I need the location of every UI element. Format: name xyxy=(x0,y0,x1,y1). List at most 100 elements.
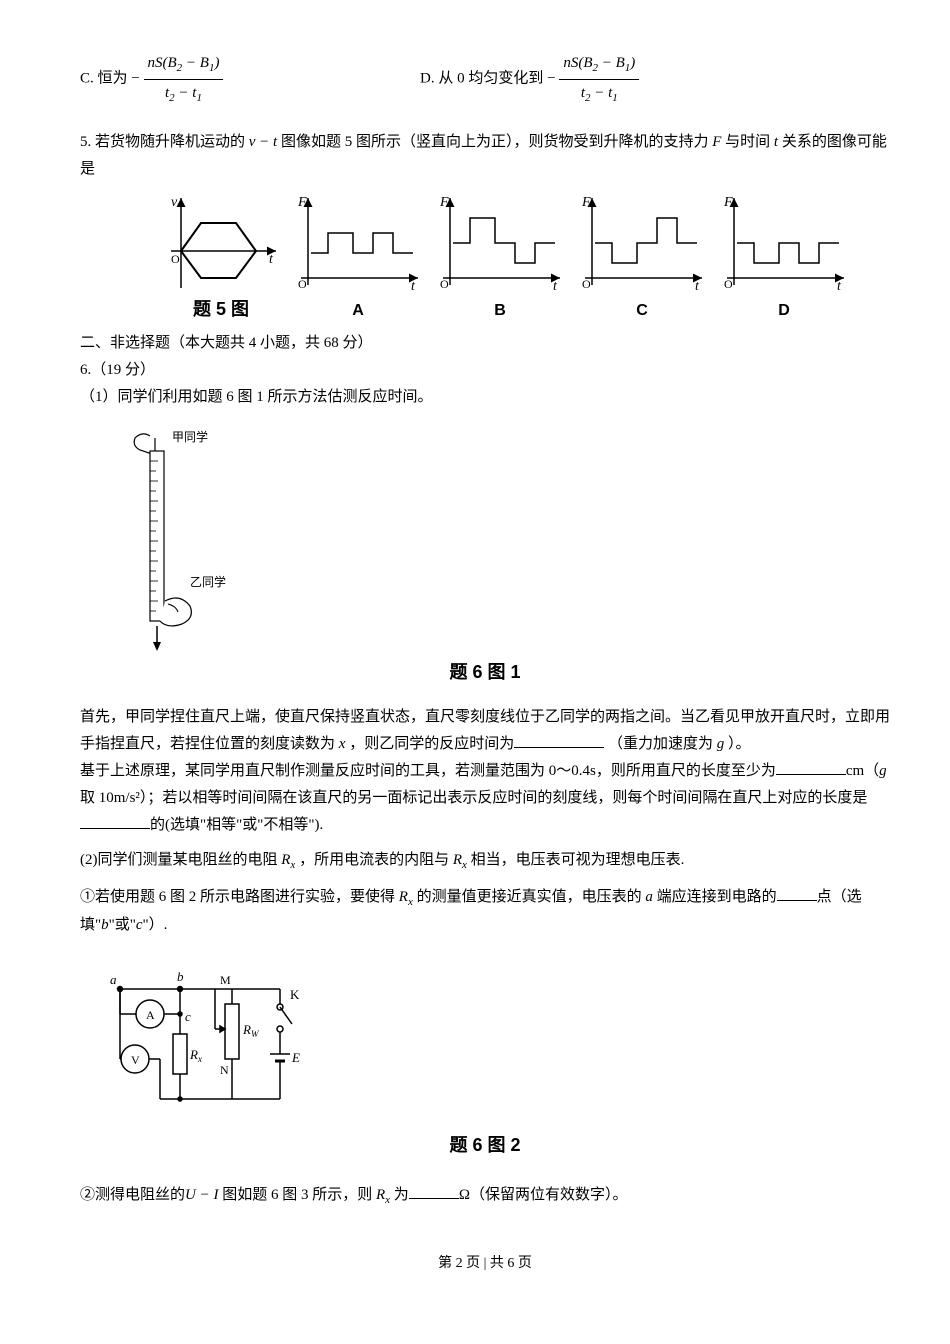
q6-p2: 基于上述原理，某同学用直尺制作测量反应时间的工具，若测量范围为 0～0.4s，则… xyxy=(80,758,890,839)
blank-ohm xyxy=(409,1183,459,1199)
p4-a: ①若使用题 6 图 2 所示电路图进行实验，要使得 xyxy=(80,889,399,905)
q5-label-a: A xyxy=(293,297,423,326)
svg-text:O: O xyxy=(298,277,307,291)
p4-aa: a xyxy=(645,889,653,905)
svg-text:E: E xyxy=(291,1050,300,1065)
svg-text:a: a xyxy=(110,972,117,987)
svg-text:t: t xyxy=(411,279,416,293)
svg-text:O: O xyxy=(724,277,733,291)
q5-b: 图像如题 5 图所示（竖直向上为正），则货物受到升降机的支持力 xyxy=(277,134,712,150)
p3-a: (2)同学们测量某电阻丝的电阻 xyxy=(80,852,281,868)
option-c-fraction: nS(B2 − B1) t2 − t1 xyxy=(144,50,224,109)
fig-6-2-caption: 题 6 图 2 xyxy=(80,1129,890,1161)
p4-e: "或" xyxy=(109,917,136,933)
blank-length xyxy=(776,759,846,775)
p4-c: 端应连接到电路的 xyxy=(653,889,777,905)
svg-text:c: c xyxy=(185,1009,191,1024)
p4-f: "）. xyxy=(143,917,168,933)
q5-caption: 题 5 图 xyxy=(161,293,281,325)
fig-6-1-caption: 题 6 图 1 xyxy=(80,656,890,688)
svg-text:F: F xyxy=(439,195,449,210)
fig-6-1: 甲同学 乙同学 题 6 图 1 xyxy=(80,426,890,688)
options-row: C. 恒为 − nS(B2 − B1) t2 − t1 D. 从 0 均匀变化到… xyxy=(80,50,890,109)
option-d-fraction: nS(B2 − B1) t2 − t1 xyxy=(559,50,639,109)
fig-6-2: a b c A V Rx RW M N K E 题 6 图 2 xyxy=(80,959,890,1161)
svg-text:K: K xyxy=(290,987,300,1002)
q5-opt-d: F O t D xyxy=(719,193,849,326)
p3-Rx2: R xyxy=(453,852,462,868)
section-2-heading: 二、非选择题（本大题共 4 小题，共 68 分） xyxy=(80,330,890,357)
blank-equal xyxy=(80,813,150,829)
option-c-prefix: C. xyxy=(80,71,94,87)
p5-a: ②测得电阻丝的 xyxy=(80,1187,185,1203)
fig-6-1-svg: 甲同学 乙同学 xyxy=(80,426,240,656)
q5-text: 5. 若货物随升降机运动的 v − t 图像如题 5 图所示（竖直向上为正），则… xyxy=(80,129,890,183)
svg-text:F: F xyxy=(581,195,591,210)
q5-figures: v O t 题 5 图 F O t A F O t B xyxy=(120,193,890,326)
option-d-prefix: D. xyxy=(420,71,435,87)
opt-b-svg: F O t xyxy=(435,193,565,293)
p5-d: Ω（保留两位有效数字）。 xyxy=(459,1187,628,1203)
p5-b: 图如题 6 图 3 所示，则 xyxy=(218,1187,376,1203)
svg-text:F: F xyxy=(297,195,307,210)
neg-sign: − xyxy=(131,71,139,87)
fig-6-2-svg: a b c A V Rx RW M N K E xyxy=(80,959,320,1129)
p2-g: g xyxy=(879,763,887,779)
q5-c: 与时间 xyxy=(721,134,774,150)
opt-a-svg: F O t xyxy=(293,193,423,293)
svg-text:M: M xyxy=(220,973,231,987)
q5-label-b: B xyxy=(435,297,565,326)
q5-label-d: D xyxy=(719,297,849,326)
svg-text:A: A xyxy=(146,1008,155,1022)
p1-b: ，则乙同学的反应时间为 xyxy=(345,736,514,752)
p2-d: 的(选填"相等"或"不相等"). xyxy=(150,817,323,833)
p3-b: ，所用电流表的内阻与 xyxy=(295,852,453,868)
opt-c-svg: F O t xyxy=(577,193,707,293)
p2-c: 取 10m/s²）；若以相等时间间隔在该直尺的另一面标记出表示反应时间的刻度线，… xyxy=(80,790,867,806)
svg-text:F: F xyxy=(723,195,733,210)
q6-p5: ②测得电阻丝的U − I 图如题 6 图 3 所示，则 Rx 为Ω（保留两位有效… xyxy=(80,1182,890,1211)
q5-label-c: C xyxy=(577,297,707,326)
blank-reaction-time xyxy=(514,732,604,748)
svg-text:O: O xyxy=(171,252,180,266)
p2-a: 基于上述原理，某同学用直尺制作测量反应时间的工具，若测量范围为 0～0.4s，则… xyxy=(80,763,776,779)
svg-text:O: O xyxy=(582,277,591,291)
option-c-text: 恒为 xyxy=(98,71,128,87)
p1-c: （重力加速度为 xyxy=(608,736,717,752)
p1-d: ）。 xyxy=(724,736,750,752)
svg-text:Rx: Rx xyxy=(189,1047,202,1064)
svg-text:t: t xyxy=(837,279,842,293)
svg-text:O: O xyxy=(440,277,449,291)
svg-text:t: t xyxy=(553,279,558,293)
svg-text:v: v xyxy=(171,195,178,210)
option-c: C. 恒为 − nS(B2 − B1) t2 − t1 xyxy=(80,50,420,109)
svg-text:V: V xyxy=(131,1053,140,1067)
option-d-text: 从 0 均匀变化到 xyxy=(438,71,543,87)
svg-text:N: N xyxy=(220,1063,229,1077)
svg-text:t: t xyxy=(695,279,700,293)
top-hand-label: 甲同学 xyxy=(172,429,208,444)
page-footer: 第 2 页 | 共 6 页 xyxy=(80,1251,890,1276)
p4-bb: b xyxy=(101,917,109,933)
p4-cc: c xyxy=(136,917,143,933)
q6-p1: 首先，甲同学捏住直尺上端，使直尺保持竖直状态，直尺零刻度线位于乙同学的两指之间。… xyxy=(80,704,890,758)
q5-vt-graph: v O t 题 5 图 xyxy=(161,193,281,325)
q5-opt-c: F O t C xyxy=(577,193,707,326)
blank-point xyxy=(777,885,817,901)
q5-a: 5. 若货物随升降机运动的 xyxy=(80,134,249,150)
p4-Rx: R xyxy=(399,889,408,905)
p5-UI: U − I xyxy=(185,1187,218,1203)
svg-text:RW: RW xyxy=(242,1022,260,1039)
q6-1-intro: （1）同学们利用如题 6 图 1 所示方法估测反应时间。 xyxy=(80,384,890,411)
p4-b: 的测量值更接近真实值，电压表的 xyxy=(413,889,646,905)
p5-c: 为 xyxy=(390,1187,409,1203)
p2-b: cm（ xyxy=(846,763,879,779)
q6-p4: ①若使用题 6 图 2 所示电路图进行实验，要使得 Rx 的测量值更接近真实值，… xyxy=(80,884,890,940)
opt-d-svg: F O t xyxy=(719,193,849,293)
q5-opt-a: F O t A xyxy=(293,193,423,326)
svg-text:t: t xyxy=(269,252,274,267)
svg-text:b: b xyxy=(177,969,184,984)
bottom-hand-label: 乙同学 xyxy=(190,574,226,589)
q6-p3: (2)同学们测量某电阻丝的电阻 Rx ，所用电流表的内阻与 Rx 相当，电压表可… xyxy=(80,847,890,876)
q5-opt-b: F O t B xyxy=(435,193,565,326)
